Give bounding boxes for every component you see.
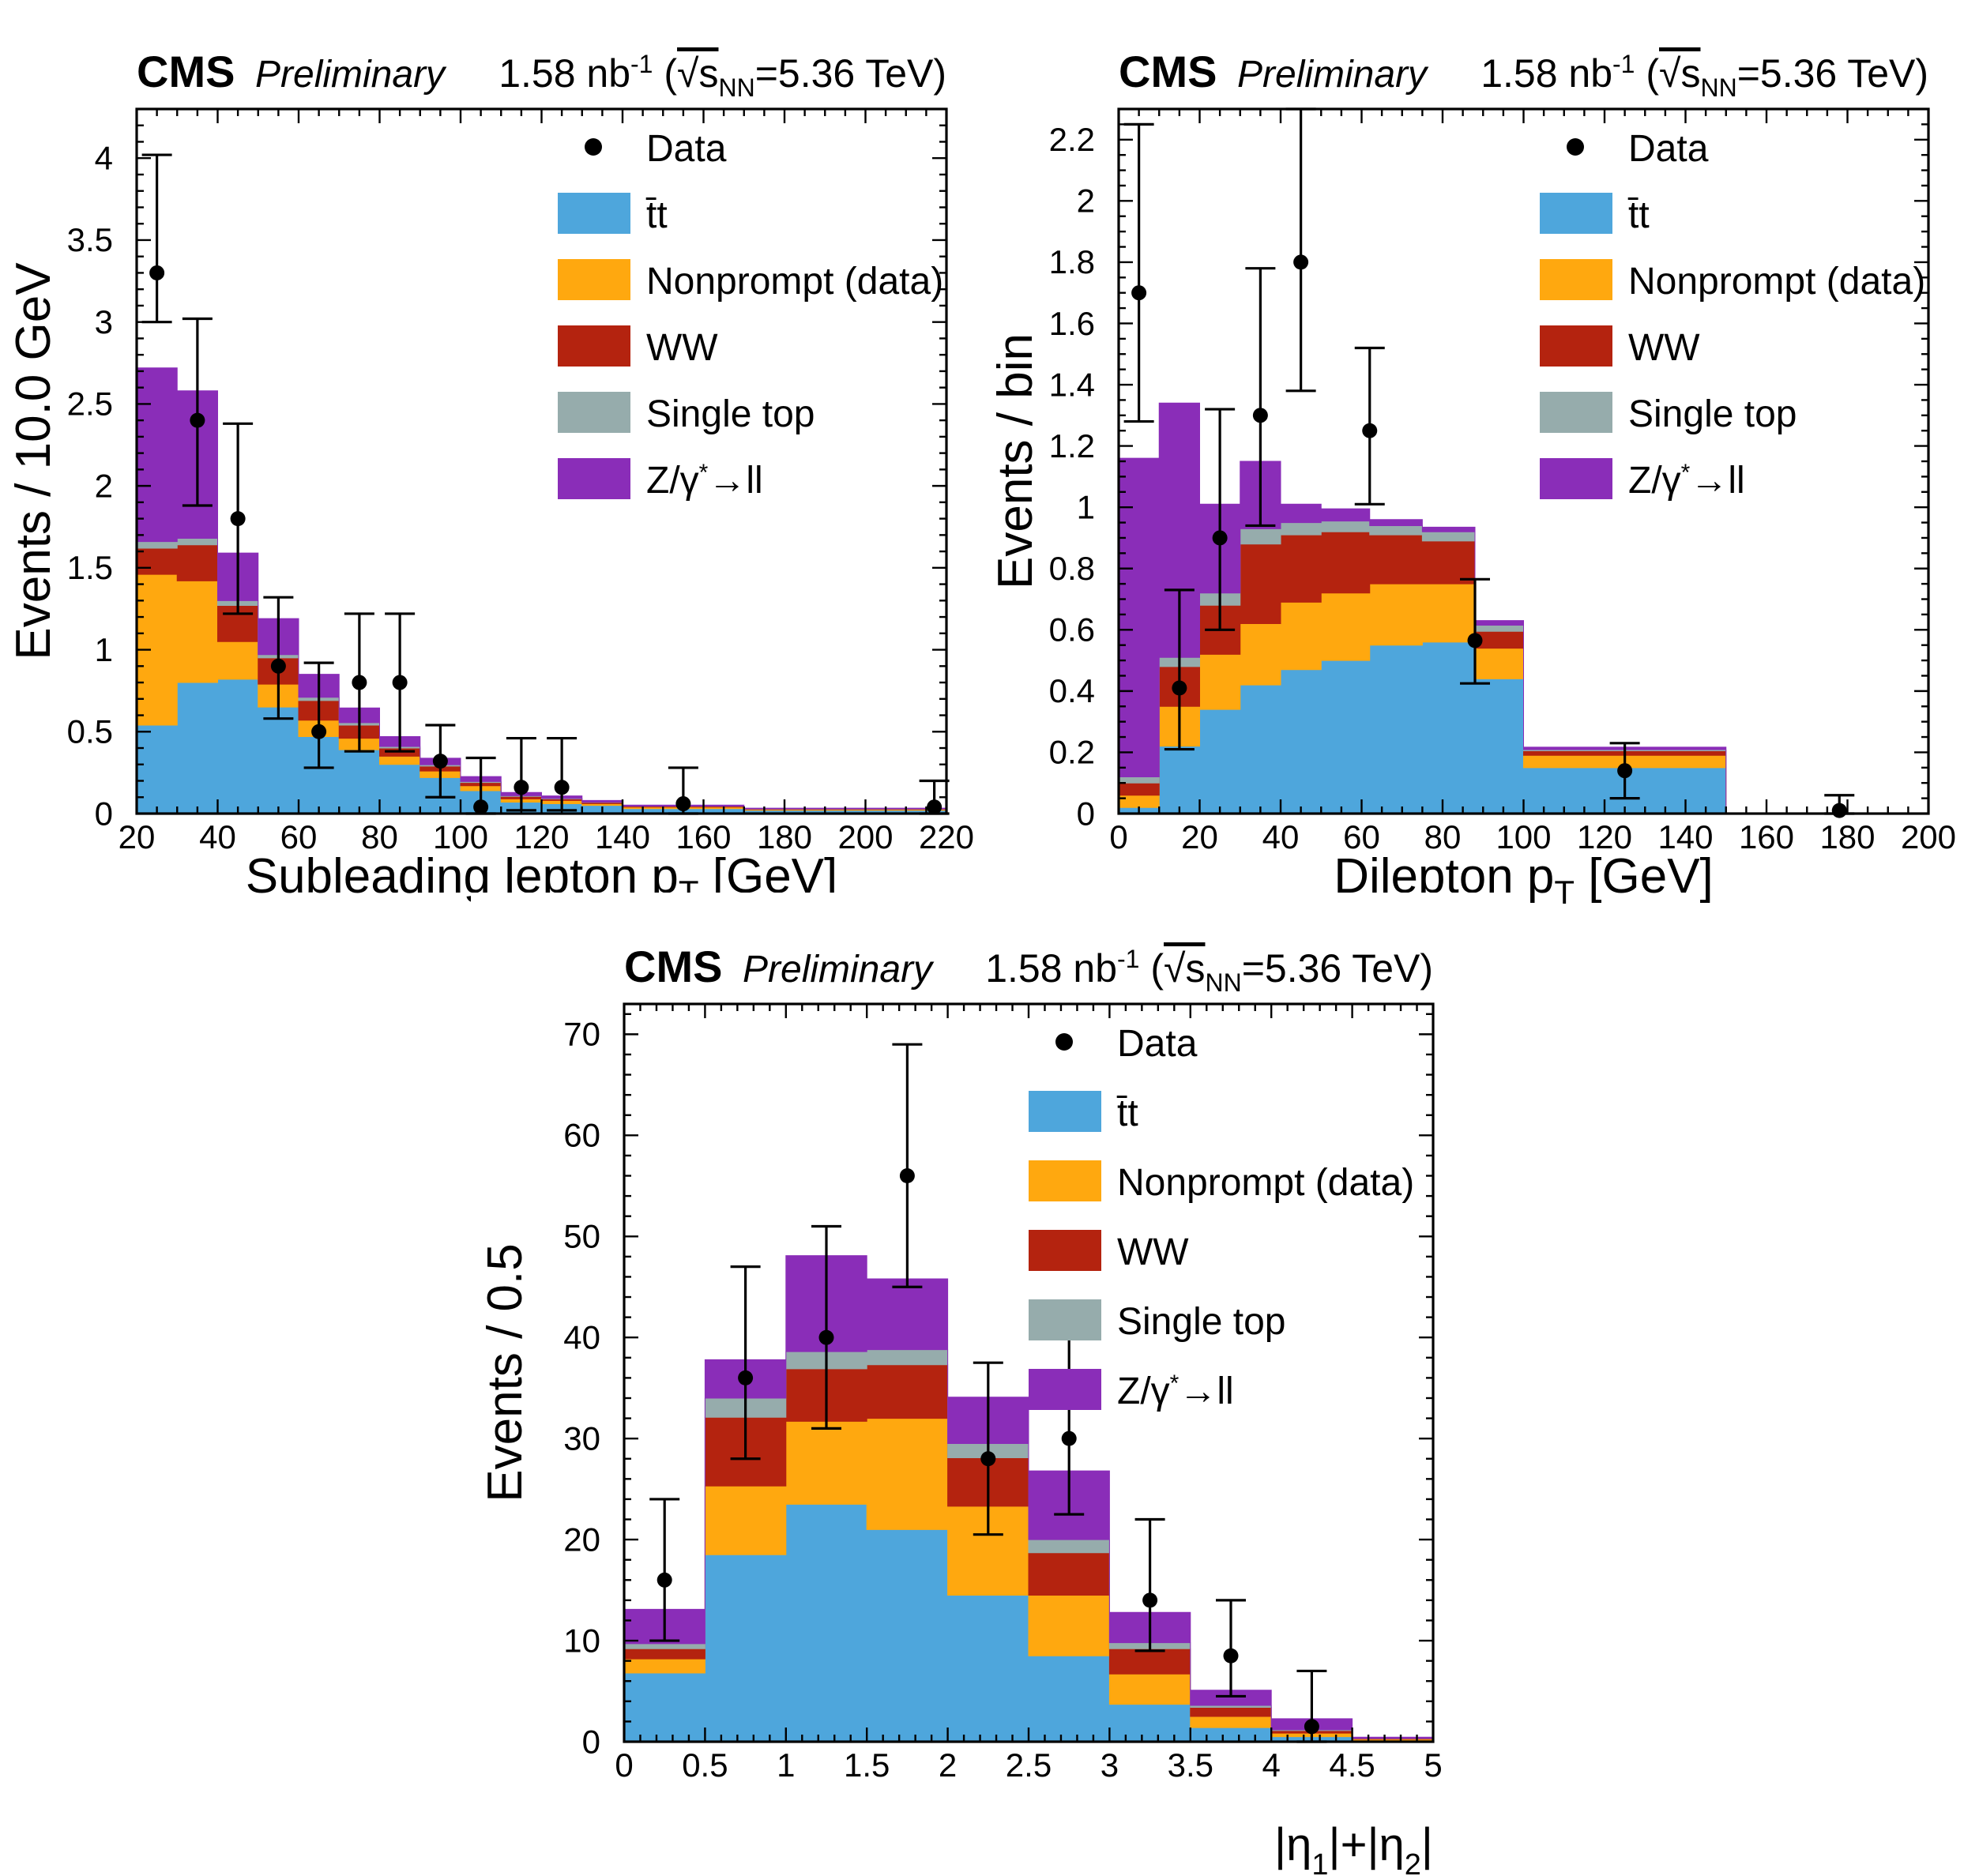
svg-text:20: 20 [119, 818, 156, 855]
svg-text:t̄t: t̄t [645, 194, 668, 236]
svg-text:CMS: CMS [137, 47, 235, 96]
svg-text:0: 0 [1109, 818, 1127, 855]
svg-text:0.4: 0.4 [1049, 672, 1095, 709]
svg-text:160: 160 [1739, 818, 1794, 855]
svg-text:Single top: Single top [1117, 1301, 1286, 1343]
svg-text:Events / 0.5: Events / 0.5 [478, 1243, 532, 1502]
svg-text:1.5: 1.5 [844, 1746, 890, 1784]
svg-text:70: 70 [563, 1016, 600, 1053]
svg-text:WW: WW [646, 327, 718, 369]
svg-text:0.5: 0.5 [682, 1746, 728, 1784]
svg-text:1.4: 1.4 [1049, 366, 1095, 403]
svg-text:CMS: CMS [1119, 47, 1217, 96]
svg-text:5: 5 [1424, 1746, 1442, 1784]
svg-text:0.8: 0.8 [1049, 550, 1095, 587]
svg-text:0.6: 0.6 [1049, 611, 1095, 649]
svg-text:Preliminary: Preliminary [255, 54, 447, 96]
svg-text:180: 180 [1819, 818, 1875, 855]
svg-text:1.2: 1.2 [1049, 427, 1095, 464]
svg-text:t̄t: t̄t [1627, 194, 1650, 236]
svg-text:30: 30 [563, 1419, 600, 1457]
svg-text:2.2: 2.2 [1049, 121, 1095, 158]
svg-text:Preliminary: Preliminary [1237, 54, 1429, 96]
svg-text:220: 220 [919, 818, 974, 855]
svg-text:40: 40 [1262, 818, 1300, 855]
svg-text:Nonprompt (data): Nonprompt (data) [1628, 261, 1925, 303]
svg-text:WW: WW [1628, 327, 1700, 369]
svg-text:200: 200 [1901, 818, 1956, 855]
svg-text:0.2: 0.2 [1049, 734, 1095, 771]
svg-text:3.5: 3.5 [1168, 1746, 1213, 1784]
svg-text:2.5: 2.5 [67, 385, 113, 423]
svg-text:2: 2 [1077, 182, 1095, 220]
svg-text:4: 4 [1262, 1746, 1281, 1784]
svg-text:3: 3 [95, 303, 113, 340]
svg-text:0.5: 0.5 [67, 713, 113, 750]
svg-text:Data: Data [1628, 128, 1709, 170]
svg-text:t̄t: t̄t [1116, 1092, 1138, 1134]
svg-text:CMS: CMS [624, 942, 722, 991]
svg-text:50: 50 [563, 1218, 600, 1255]
svg-text:Nonprompt (data): Nonprompt (data) [646, 261, 943, 303]
svg-text:40: 40 [199, 818, 236, 855]
svg-text:40: 40 [563, 1319, 600, 1356]
svg-text:Preliminary: Preliminary [743, 949, 935, 991]
svg-text:0: 0 [582, 1723, 600, 1760]
svg-text:0: 0 [615, 1746, 633, 1784]
svg-text:1.8: 1.8 [1049, 243, 1095, 280]
svg-text:1: 1 [777, 1746, 795, 1784]
svg-text:Single top: Single top [1628, 393, 1797, 435]
svg-text:2: 2 [939, 1746, 957, 1784]
svg-text:20: 20 [563, 1521, 600, 1558]
svg-text:Nonprompt (data): Nonprompt (data) [1117, 1162, 1414, 1204]
svg-text:1: 1 [95, 631, 113, 668]
svg-text:200: 200 [837, 818, 893, 855]
svg-text:0: 0 [1077, 795, 1095, 832]
svg-text:3: 3 [1101, 1746, 1119, 1784]
svg-text:0: 0 [95, 795, 113, 832]
svg-text:Events / 10.0 GeV: Events / 10.0 GeV [6, 262, 61, 660]
svg-text:1: 1 [1077, 488, 1095, 525]
svg-text:WW: WW [1117, 1231, 1189, 1273]
svg-text:Data: Data [1117, 1023, 1198, 1065]
svg-text:20: 20 [1181, 818, 1218, 855]
svg-text:1.6: 1.6 [1049, 305, 1095, 342]
svg-text:Events / bin: Events / bin [988, 333, 1043, 589]
svg-text:1.5: 1.5 [67, 549, 113, 586]
svg-text:Single top: Single top [646, 393, 815, 435]
svg-text:2: 2 [95, 467, 113, 504]
svg-text:60: 60 [563, 1117, 600, 1154]
svg-text:2.5: 2.5 [1006, 1746, 1052, 1784]
svg-text:10: 10 [563, 1622, 600, 1659]
svg-text:3.5: 3.5 [67, 221, 113, 258]
svg-text:4.5: 4.5 [1329, 1746, 1375, 1784]
svg-text:4: 4 [95, 140, 113, 177]
svg-text:Data: Data [646, 128, 727, 170]
